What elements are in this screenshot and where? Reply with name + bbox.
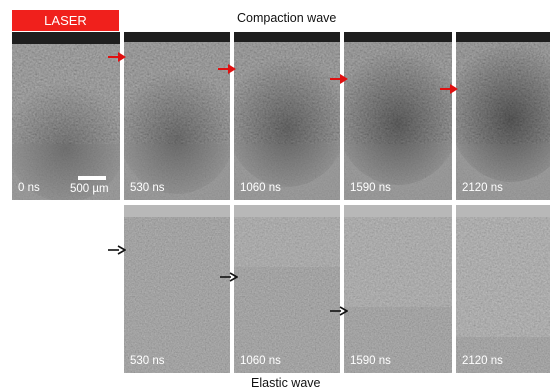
top-panel-530ns: 530 ns (124, 32, 230, 200)
scale-bar-label: 500 µm (70, 183, 109, 195)
bottom-panel-1590ns: 1590 ns (344, 205, 452, 373)
laser-label: LASER (12, 10, 119, 31)
panel-time-label: 1060 ns (240, 355, 281, 367)
black-arrow-icon (108, 245, 126, 255)
panel-time-label: 1590 ns (350, 182, 391, 194)
top-panel-2120ns: 2120 ns (456, 32, 550, 200)
panel-time-label: 530 ns (130, 355, 165, 367)
elastic-wave-title: Elastic wave (251, 376, 321, 390)
black-arrow-icon (330, 306, 348, 316)
panel-time-label: 530 ns (130, 182, 165, 194)
panel-time-label: 2120 ns (462, 355, 503, 367)
red-arrow-icon (108, 52, 126, 62)
scale-bar (78, 176, 106, 180)
bottom-panel-2120ns: 2120 ns (456, 205, 550, 373)
red-arrow-icon (330, 74, 348, 84)
black-arrow-icon (220, 272, 238, 282)
bottom-panel-1060ns: 1060 ns (234, 205, 340, 373)
panel-time-label: 0 ns (18, 182, 40, 194)
top-panel-0ns: 0 ns (12, 32, 120, 200)
red-arrow-icon (218, 64, 236, 74)
top-panel-1060ns: 1060 ns (234, 32, 340, 200)
panel-time-label: 2120 ns (462, 182, 503, 194)
bottom-panel-530ns: 530 ns (124, 205, 230, 373)
panel-time-label: 1590 ns (350, 355, 391, 367)
compaction-wave-title: Compaction wave (237, 11, 337, 25)
top-panel-1590ns: 1590 ns (344, 32, 452, 200)
red-arrow-icon (440, 84, 458, 94)
panel-time-label: 1060 ns (240, 182, 281, 194)
